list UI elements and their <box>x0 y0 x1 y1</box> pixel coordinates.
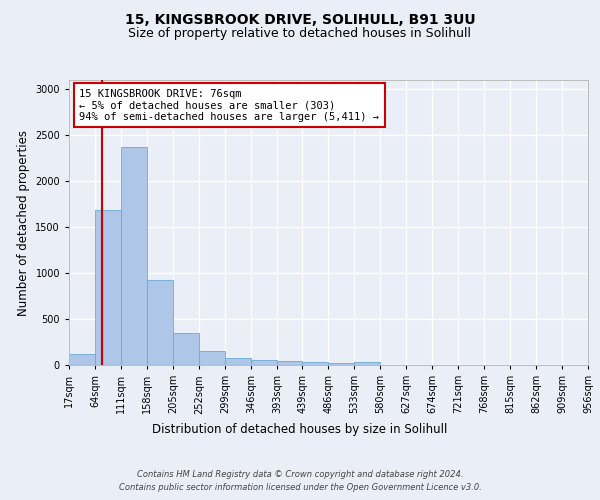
Bar <box>302 362 328 365</box>
Bar <box>355 362 380 365</box>
Text: Contains public sector information licensed under the Open Government Licence v3: Contains public sector information licen… <box>119 482 481 492</box>
Text: 15 KINGSBROOK DRIVE: 76sqm
← 5% of detached houses are smaller (303)
94% of semi: 15 KINGSBROOK DRIVE: 76sqm ← 5% of detac… <box>79 88 379 122</box>
Bar <box>199 351 225 365</box>
Bar <box>173 334 199 365</box>
Bar <box>251 360 277 365</box>
Text: Distribution of detached houses by size in Solihull: Distribution of detached houses by size … <box>152 422 448 436</box>
Bar <box>277 361 302 365</box>
Text: Contains HM Land Registry data © Crown copyright and database right 2024.: Contains HM Land Registry data © Crown c… <box>137 470 463 479</box>
Bar <box>69 354 95 365</box>
Bar <box>328 362 354 365</box>
Y-axis label: Number of detached properties: Number of detached properties <box>17 130 29 316</box>
Text: Size of property relative to detached houses in Solihull: Size of property relative to detached ho… <box>128 28 472 40</box>
Text: 15, KINGSBROOK DRIVE, SOLIHULL, B91 3UU: 15, KINGSBROOK DRIVE, SOLIHULL, B91 3UU <box>125 12 475 26</box>
Bar <box>121 147 147 365</box>
Bar <box>147 280 173 365</box>
Bar <box>225 358 251 365</box>
Bar <box>95 210 121 365</box>
